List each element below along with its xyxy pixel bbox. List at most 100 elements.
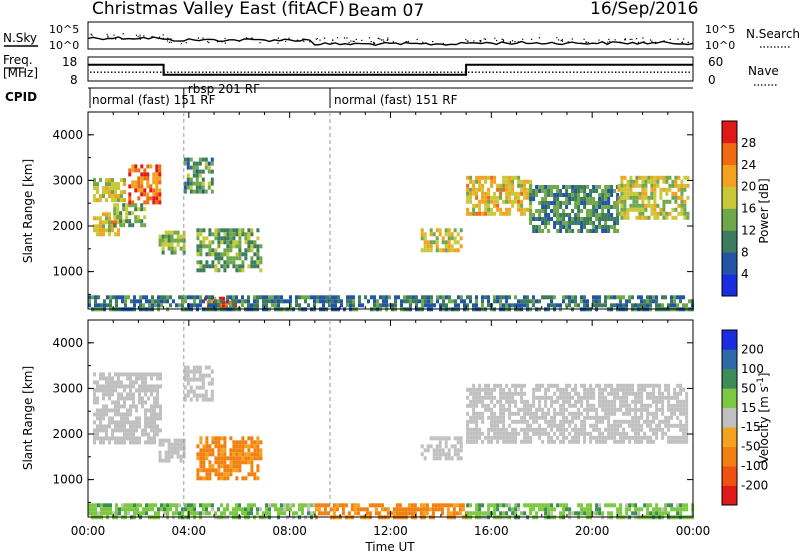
power-cell [632, 195, 636, 200]
power-cell [508, 303, 511, 308]
power-cell [93, 178, 96, 183]
power-cell [670, 295, 673, 300]
power-cell [198, 169, 202, 174]
velocity-cell [153, 396, 156, 401]
power-cell [499, 195, 503, 200]
power-cell [244, 248, 248, 253]
power-cell [662, 203, 666, 208]
power-cell [424, 295, 427, 300]
power-cell [647, 179, 651, 184]
velocity-cell [105, 392, 108, 397]
power-cell [277, 299, 280, 304]
velocity-cell [173, 438, 177, 443]
power-cell [253, 240, 257, 245]
power-cell [190, 295, 193, 300]
power-cell [155, 168, 159, 173]
velocity-cell [589, 395, 593, 400]
power-cell [125, 211, 129, 216]
velocity-colorbar-label: Velocity [m s-1] [756, 373, 771, 464]
power-cell [668, 211, 672, 216]
velocity-cell [499, 407, 503, 412]
power-cell [352, 303, 355, 308]
power-cell [466, 199, 470, 204]
velocity-cell [126, 428, 129, 433]
power-cell [538, 217, 542, 221]
velocity-cell [176, 446, 180, 451]
power-cell [520, 299, 523, 304]
power-cell [160, 303, 163, 308]
velocity-cell [466, 439, 470, 444]
power-colorbar-swatch [722, 274, 737, 297]
noise-search-point [302, 38, 304, 40]
power-cell [553, 185, 557, 189]
velocity-cell [514, 431, 518, 436]
velocity-colorbar-swatch [722, 349, 737, 370]
velocity-cell [517, 507, 521, 512]
velocity-cell [664, 415, 668, 420]
velocity-cell [132, 392, 135, 397]
velocity-cell [422, 503, 426, 508]
velocity-cell [434, 503, 438, 508]
power-cell [632, 179, 636, 184]
station-title: Christmas Valley East (fitACF) [92, 0, 345, 19]
power-cell [444, 244, 448, 249]
velocity-cell [496, 419, 500, 424]
velocity-cell [592, 423, 596, 428]
velocity-cell [208, 476, 212, 481]
power-cell [158, 192, 162, 197]
power-cell [668, 183, 672, 188]
velocity-cell [511, 419, 515, 424]
velocity-cell [395, 511, 399, 516]
velocity-cell [431, 507, 435, 512]
velocity-cell [250, 460, 254, 465]
noise-search-point [115, 38, 117, 40]
power-cell [547, 189, 551, 193]
power-cell [382, 299, 385, 304]
velocity-cell [634, 407, 638, 412]
velocity-cell [210, 377, 214, 382]
power-cell [193, 295, 196, 300]
power-cell [176, 230, 180, 235]
velocity-cell [469, 419, 473, 424]
velocity-cell [232, 468, 236, 473]
noise-search-point [681, 41, 683, 43]
power-cell [235, 299, 238, 304]
velocity-cell [562, 511, 566, 516]
frequency-tick-bottom: 8 [70, 73, 78, 87]
power-cell [179, 246, 183, 251]
power-cell [613, 221, 617, 225]
velocity-cell [586, 411, 590, 416]
velocity-cell [637, 427, 641, 432]
velocity-cell [544, 395, 548, 400]
velocity-cell [481, 411, 485, 416]
velocity-cell [682, 439, 686, 444]
velocity-cell [207, 365, 211, 370]
velocity-cell [487, 507, 491, 512]
velocity-cell [481, 431, 485, 436]
power-cell [647, 215, 651, 220]
power-cell [520, 203, 524, 208]
power-cell [592, 185, 596, 189]
velocity-cell [129, 408, 132, 413]
velocity-cell [326, 503, 330, 508]
velocity-cell [679, 503, 683, 508]
power-cell [459, 236, 463, 241]
power-cell [391, 303, 394, 308]
velocity-cell [496, 503, 500, 508]
velocity-cell [664, 511, 668, 516]
velocity-cell [329, 507, 333, 512]
power-cell [481, 191, 485, 196]
power-cell [219, 296, 222, 301]
power-cell [337, 295, 340, 300]
noise-search-point [416, 42, 418, 44]
power-cell [247, 303, 250, 308]
power-cell [623, 195, 627, 200]
velocity-cell [247, 452, 251, 457]
power-cell [207, 185, 211, 190]
power-cell [247, 228, 251, 233]
power-cell [158, 168, 162, 173]
velocity-cell [685, 403, 689, 408]
power-cell [226, 252, 230, 257]
power-cell [505, 175, 509, 180]
velocity-cell [646, 383, 650, 388]
